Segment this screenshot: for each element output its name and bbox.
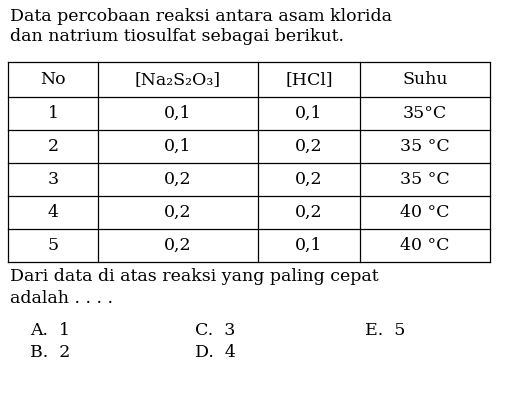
Text: E.  5: E. 5	[365, 322, 405, 339]
Text: 40 °C: 40 °C	[400, 204, 450, 221]
Text: 0,2: 0,2	[295, 204, 323, 221]
Text: Data percobaan reaksi antara asam klorida: Data percobaan reaksi antara asam klorid…	[10, 8, 392, 25]
Text: adalah . . . .: adalah . . . .	[10, 290, 113, 307]
Text: 3: 3	[47, 171, 59, 188]
Text: D.  4: D. 4	[195, 344, 236, 361]
Text: 0,2: 0,2	[164, 171, 192, 188]
Text: 0,1: 0,1	[164, 105, 192, 122]
Text: [HCl]: [HCl]	[285, 71, 333, 88]
Text: B.  2: B. 2	[30, 344, 71, 361]
Text: dan natrium tiosulfat sebagai berikut.: dan natrium tiosulfat sebagai berikut.	[10, 28, 344, 45]
Text: 2: 2	[47, 138, 59, 155]
Text: 35 °C: 35 °C	[400, 138, 450, 155]
Text: 40 °C: 40 °C	[400, 237, 450, 254]
Text: Dari data di atas reaksi yang paling cepat: Dari data di atas reaksi yang paling cep…	[10, 268, 379, 285]
Text: 5: 5	[47, 237, 59, 254]
Text: 4: 4	[48, 204, 59, 221]
Text: C.  3: C. 3	[195, 322, 236, 339]
Text: 0,2: 0,2	[295, 171, 323, 188]
Text: Suhu: Suhu	[402, 71, 448, 88]
Text: 0,1: 0,1	[164, 138, 192, 155]
Text: 0,1: 0,1	[295, 105, 323, 122]
Text: No: No	[40, 71, 66, 88]
Text: [Na₂S₂O₃]: [Na₂S₂O₃]	[135, 71, 221, 88]
Text: A.  1: A. 1	[30, 322, 70, 339]
Text: 0,1: 0,1	[295, 237, 323, 254]
Text: 35°C: 35°C	[403, 105, 447, 122]
Text: 35 °C: 35 °C	[400, 171, 450, 188]
Text: 0,2: 0,2	[295, 138, 323, 155]
Text: 0,2: 0,2	[164, 237, 192, 254]
Text: 0,2: 0,2	[164, 204, 192, 221]
Text: 1: 1	[48, 105, 59, 122]
